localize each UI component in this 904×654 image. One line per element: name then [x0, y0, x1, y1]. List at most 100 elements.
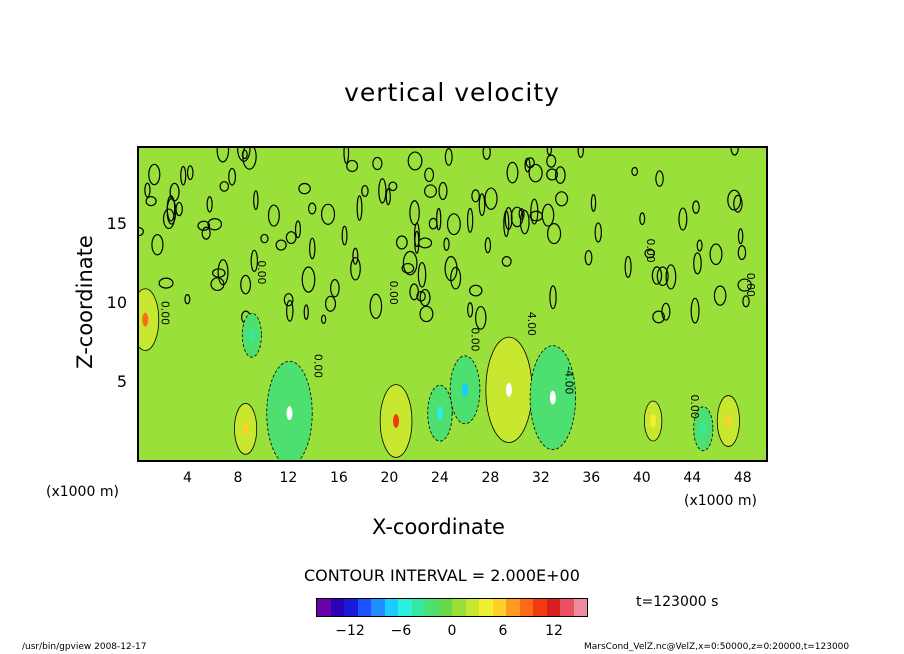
x-unit-right: (x1000 m) [684, 493, 757, 509]
contour-noise [260, 233, 269, 244]
contour-noise [503, 210, 510, 238]
contour-noise [577, 148, 584, 158]
updraft-cell [643, 400, 663, 442]
contour-noise [416, 290, 426, 302]
colorbar-swatch [452, 599, 466, 616]
contour-noise [584, 249, 593, 266]
contour-noise [201, 226, 211, 240]
y-tick-label: 15 [106, 214, 127, 233]
contour-noise [240, 274, 252, 295]
colorbar-swatch [398, 599, 412, 616]
contour-label: 0.00 [688, 394, 701, 418]
contour-noise [324, 295, 337, 312]
x-tick-label: 20 [380, 470, 399, 486]
contour-noise [594, 222, 602, 243]
x-unit-left: (x1000 m) [46, 484, 119, 500]
contour-noise [388, 181, 398, 192]
colorbar-swatch [560, 599, 574, 616]
colorbar-swatch [438, 599, 452, 616]
contour-noise [151, 234, 164, 256]
colorbar-swatch [357, 599, 371, 616]
contour-noise [186, 165, 194, 181]
contour-noise [549, 285, 557, 310]
contour-noise [346, 159, 359, 173]
contour-noise [631, 166, 639, 176]
contour-noise [737, 245, 747, 261]
contour-noise [217, 259, 229, 286]
contour-noise [169, 182, 180, 202]
x-tick-label: 32 [531, 470, 550, 486]
contour-noise [341, 225, 348, 246]
colorbar-swatch [506, 599, 520, 616]
contour-noise [554, 166, 566, 184]
y-tick-label: 10 [106, 293, 127, 312]
x-tick-label: 16 [329, 470, 348, 486]
contour-noise [518, 208, 525, 220]
colorbar-swatch [384, 599, 398, 616]
contour-noise [145, 196, 157, 207]
downdraft-cell [241, 312, 262, 358]
contour-noise [158, 277, 174, 289]
x-tick-label: 28 [481, 470, 500, 486]
contour-noise [742, 295, 750, 308]
contour-noise [144, 182, 151, 198]
contour-noise [436, 207, 442, 231]
contour-noise [652, 310, 665, 324]
contour-noise [692, 200, 700, 214]
contour-noise [298, 182, 311, 195]
contour-noise [307, 202, 317, 215]
contour-noise [546, 223, 562, 245]
contour-noise [471, 189, 480, 203]
contour-noise [402, 250, 418, 276]
contour-noise [253, 190, 259, 211]
contour-noise [478, 193, 486, 217]
contour-noise [468, 284, 483, 297]
contour-noise [320, 203, 336, 225]
updraft-cell [716, 395, 740, 447]
contour-noise [286, 299, 294, 322]
contour-noise [727, 189, 742, 211]
contour-noise [385, 188, 391, 206]
contour-noise [713, 285, 727, 306]
updraft-cell [139, 288, 160, 351]
contour-noise [709, 243, 723, 266]
contour-noise [419, 305, 434, 323]
contour-noise [519, 209, 530, 235]
contour-noise [506, 161, 519, 184]
contour-noise [475, 305, 487, 330]
contour-noise [501, 256, 512, 267]
contour-noise [690, 297, 700, 324]
contour-noise [737, 278, 752, 292]
footer-right: MarsCond_VelZ.nc@VelZ,x=0:50000,z=0:2000… [584, 642, 850, 652]
time-label: t=123000 s [636, 594, 719, 610]
colorbar-swatch [317, 599, 331, 616]
contour-noise [546, 168, 559, 181]
contour-noise [529, 210, 544, 222]
contour-noise [352, 247, 359, 265]
contour-noise [624, 255, 632, 278]
contour-noise [424, 167, 435, 183]
x-tick-label: 12 [279, 470, 298, 486]
x-tick-label: 24 [430, 470, 449, 486]
x-tick-label: 40 [632, 470, 651, 486]
contour-noise [417, 261, 427, 288]
contour-noise [228, 167, 237, 186]
contour-noise [216, 148, 230, 163]
downdraft-cell [693, 406, 714, 452]
contour-noise [350, 256, 361, 281]
x-axis-label: X-coordinate [372, 515, 505, 539]
contour-noise [409, 200, 420, 226]
contour-noise [424, 184, 437, 198]
contour-noise [139, 227, 144, 237]
contour-noise [303, 304, 309, 320]
colorbar-tick-label: 6 [498, 623, 508, 639]
contour-noise [361, 184, 369, 198]
colorbar-tick-label: 12 [545, 623, 563, 639]
contour-noise [320, 314, 327, 325]
contour-noise [180, 165, 187, 186]
chart-title: vertical velocity [344, 78, 560, 107]
plot-area: 0.00 0.00 0.00 0.00 4.00 0.00 -4.00 0.00 0.00 0.0… [137, 146, 768, 462]
x-tick-label: 8 [233, 470, 243, 486]
contour-noise [378, 178, 387, 204]
updraft-cell [234, 402, 258, 455]
